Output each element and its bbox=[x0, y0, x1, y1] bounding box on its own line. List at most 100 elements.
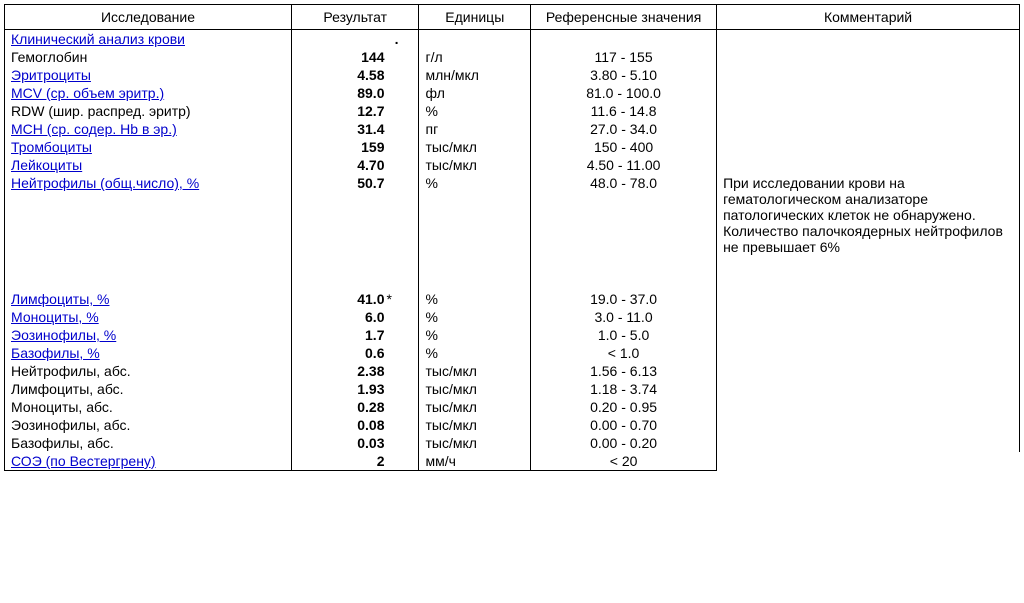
result-value: 2 bbox=[291, 452, 419, 471]
units-value: % bbox=[419, 308, 531, 326]
section-ref bbox=[531, 30, 717, 49]
reference-value: 3.0 - 11.0 bbox=[531, 308, 717, 326]
comment-cell bbox=[717, 66, 1020, 84]
header-units: Единицы bbox=[419, 5, 531, 30]
table-row: RDW (шир. распред. эритр)12.7%11.6 - 14.… bbox=[5, 102, 1020, 120]
reference-value: 1.0 - 5.0 bbox=[531, 326, 717, 344]
test-name: Гемоглобин bbox=[5, 48, 292, 66]
spacer-cell bbox=[291, 192, 419, 290]
result-value: 159 bbox=[291, 138, 419, 156]
result-value: 4.58 bbox=[291, 66, 419, 84]
reference-value: 81.0 - 100.0 bbox=[531, 84, 717, 102]
units-value: тыс/мкл bbox=[419, 138, 531, 156]
table-body: Клинический анализ крови.Гемоглобин144г/… bbox=[5, 30, 1020, 471]
header-reference: Референсные значения bbox=[531, 5, 717, 30]
header-row: Исследование Результат Единицы Референсн… bbox=[5, 5, 1020, 30]
comment-text: При исследовании крови на гематологическ… bbox=[717, 174, 1020, 452]
reference-value: 0.20 - 0.95 bbox=[531, 398, 717, 416]
test-name: Лимфоциты, абс. bbox=[5, 380, 292, 398]
test-name: Нейтрофилы, абс. bbox=[5, 362, 292, 380]
units-value: % bbox=[419, 174, 531, 192]
reference-value: 4.50 - 11.00 bbox=[531, 156, 717, 174]
reference-value: 3.80 - 5.10 bbox=[531, 66, 717, 84]
table-row: MCH (ср. содер. Hb в эр.)31.4пг27.0 - 34… bbox=[5, 120, 1020, 138]
reference-value: < 1.0 bbox=[531, 344, 717, 362]
result-value: 41.0* bbox=[291, 290, 419, 308]
result-value: 12.7 bbox=[291, 102, 419, 120]
test-name: RDW (шир. распред. эритр) bbox=[5, 102, 292, 120]
units-value: тыс/мкл bbox=[419, 380, 531, 398]
test-name: Эозинофилы, абс. bbox=[5, 416, 292, 434]
section-title[interactable]: Клинический анализ крови bbox=[5, 30, 292, 49]
reference-value: 150 - 400 bbox=[531, 138, 717, 156]
units-value: тыс/мкл bbox=[419, 362, 531, 380]
test-name[interactable]: Нейтрофилы (общ.число), % bbox=[5, 174, 292, 192]
section-units bbox=[419, 30, 531, 49]
units-value: % bbox=[419, 326, 531, 344]
units-value: млн/мкл bbox=[419, 66, 531, 84]
test-name: Моноциты, абс. bbox=[5, 398, 292, 416]
reference-value: 1.18 - 3.74 bbox=[531, 380, 717, 398]
test-name[interactable]: СОЭ (по Вестергрену) bbox=[5, 452, 292, 471]
test-name[interactable]: MCH (ср. содер. Hb в эр.) bbox=[5, 120, 292, 138]
header-comment: Комментарий bbox=[717, 5, 1020, 30]
comment-cell bbox=[717, 120, 1020, 138]
test-name[interactable]: MCV (ср. объем эритр.) bbox=[5, 84, 292, 102]
comment-cell bbox=[717, 156, 1020, 174]
header-test: Исследование bbox=[5, 5, 292, 30]
units-value: тыс/мкл bbox=[419, 398, 531, 416]
table-row: Нейтрофилы (общ.число), %50.7%48.0 - 78.… bbox=[5, 174, 1020, 192]
result-value: 1.7 bbox=[291, 326, 419, 344]
section-comment bbox=[717, 30, 1020, 49]
result-value: 50.7 bbox=[291, 174, 419, 192]
reference-value: 0.00 - 0.70 bbox=[531, 416, 717, 434]
reference-value: < 20 bbox=[531, 452, 717, 471]
reference-value: 48.0 - 78.0 bbox=[531, 174, 717, 192]
result-value: 0.08 bbox=[291, 416, 419, 434]
units-value: тыс/мкл bbox=[419, 434, 531, 452]
header-result: Результат bbox=[291, 5, 419, 30]
units-value: % bbox=[419, 102, 531, 120]
result-value: 31.4 bbox=[291, 120, 419, 138]
units-value: фл bbox=[419, 84, 531, 102]
reference-value: 117 - 155 bbox=[531, 48, 717, 66]
comment-cell bbox=[717, 48, 1020, 66]
test-name[interactable]: Базофилы, % bbox=[5, 344, 292, 362]
units-value: г/л bbox=[419, 48, 531, 66]
reference-value: 1.56 - 6.13 bbox=[531, 362, 717, 380]
units-value: % bbox=[419, 290, 531, 308]
spacer-cell bbox=[419, 192, 531, 290]
comment-cell bbox=[717, 84, 1020, 102]
units-value: тыс/мкл bbox=[419, 416, 531, 434]
table-row: СОЭ (по Вестергрену)2мм/ч< 20 bbox=[5, 452, 1020, 471]
test-name[interactable]: Лимфоциты, % bbox=[5, 290, 292, 308]
result-value: 89.0 bbox=[291, 84, 419, 102]
section-title-row: Клинический анализ крови. bbox=[5, 30, 1020, 49]
units-value: мм/ч bbox=[419, 452, 531, 471]
test-name[interactable]: Тромбоциты bbox=[5, 138, 292, 156]
table-row: Эритроциты4.58млн/мкл3.80 - 5.10 bbox=[5, 66, 1020, 84]
test-name[interactable]: Эритроциты bbox=[5, 66, 292, 84]
test-name: Базофилы, абс. bbox=[5, 434, 292, 452]
table-row: MCV (ср. объем эритр.)89.0фл81.0 - 100.0 bbox=[5, 84, 1020, 102]
result-value: 0.6 bbox=[291, 344, 419, 362]
result-value: 1.93 bbox=[291, 380, 419, 398]
spacer-cell bbox=[531, 192, 717, 290]
reference-value: 0.00 - 0.20 bbox=[531, 434, 717, 452]
units-value: % bbox=[419, 344, 531, 362]
units-value: тыс/мкл bbox=[419, 156, 531, 174]
result-value: 0.03 bbox=[291, 434, 419, 452]
reference-value: 19.0 - 37.0 bbox=[531, 290, 717, 308]
reference-value: 11.6 - 14.8 bbox=[531, 102, 717, 120]
comment-cell bbox=[717, 138, 1020, 156]
lab-results-table: Исследование Результат Единицы Референсн… bbox=[4, 4, 1020, 471]
spacer-cell bbox=[5, 192, 292, 290]
test-name[interactable]: Эозинофилы, % bbox=[5, 326, 292, 344]
table-row: Тромбоциты159тыс/мкл150 - 400 bbox=[5, 138, 1020, 156]
test-name[interactable]: Лейкоциты bbox=[5, 156, 292, 174]
result-value: 4.70 bbox=[291, 156, 419, 174]
test-name[interactable]: Моноциты, % bbox=[5, 308, 292, 326]
reference-value: 27.0 - 34.0 bbox=[531, 120, 717, 138]
units-value: пг bbox=[419, 120, 531, 138]
result-value: 6.0 bbox=[291, 308, 419, 326]
